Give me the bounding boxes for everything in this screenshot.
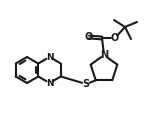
Text: O: O	[111, 33, 119, 43]
Text: S: S	[82, 79, 90, 89]
Text: N: N	[100, 50, 108, 60]
Text: N: N	[46, 78, 53, 87]
Text: N: N	[46, 52, 53, 61]
Text: O: O	[85, 32, 93, 42]
